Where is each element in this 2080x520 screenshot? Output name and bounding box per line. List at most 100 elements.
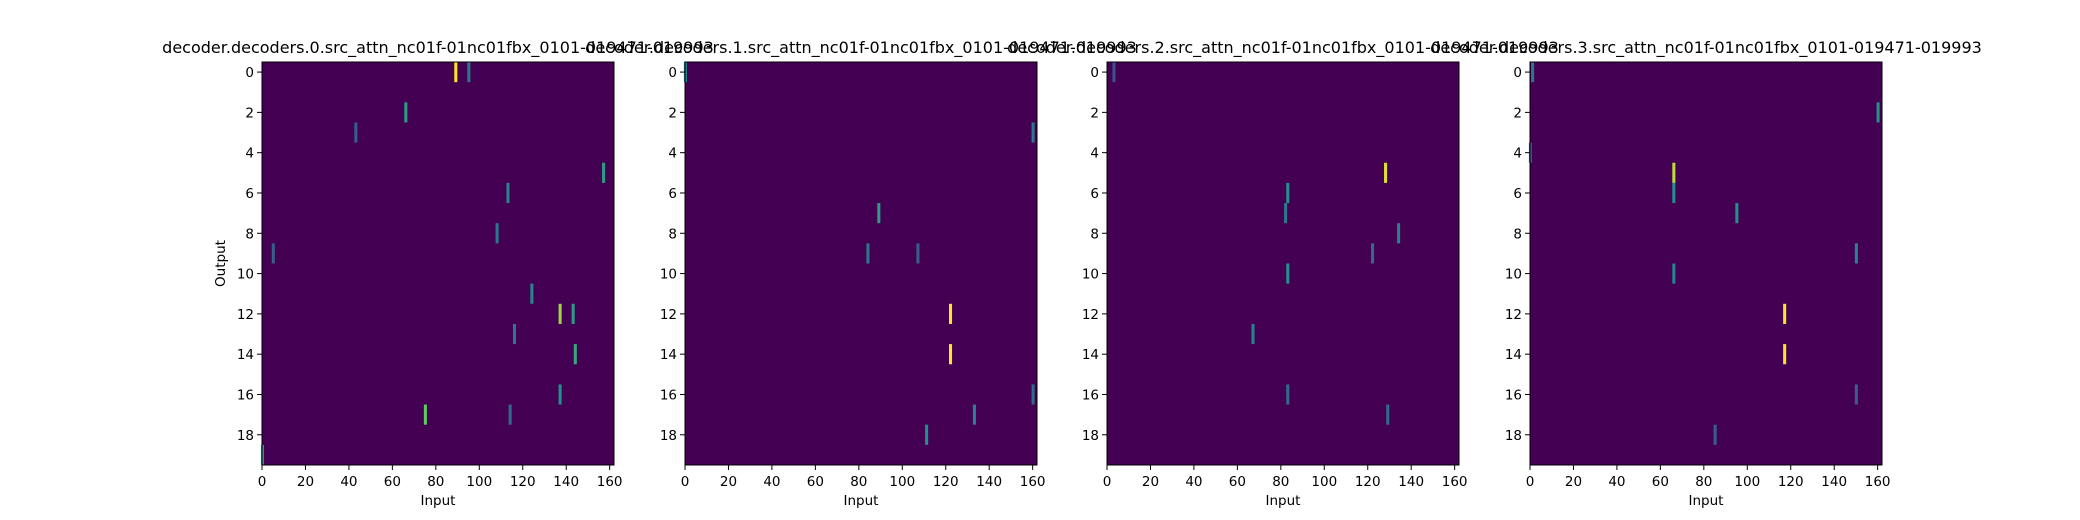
heatmap-cell: [1251, 323, 1255, 345]
heatmap-cell: [1286, 263, 1290, 284]
heatmap-cell: [602, 162, 606, 183]
y-tick-label: 10: [237, 267, 254, 283]
y-tick-label: 14: [1082, 347, 1099, 363]
y-tick-label: 8: [1090, 226, 1099, 242]
y-tick-label: 16: [660, 387, 677, 403]
x-tick-label: 40: [1185, 474, 1202, 490]
heatmap-background: [685, 62, 1037, 465]
heatmap-cell: [1854, 384, 1858, 405]
heatmap-cell: [1672, 182, 1676, 204]
heatmap-cell: [1371, 243, 1375, 264]
x-tick-label: 140: [553, 474, 579, 490]
y-tick-label: 2: [245, 105, 254, 121]
y-tick-label: 10: [1082, 267, 1099, 283]
heatmap-cell: [1031, 122, 1035, 143]
heatmap-cell: [508, 404, 512, 425]
y-tick-label: 0: [245, 65, 254, 81]
y-tick-label: 2: [1090, 105, 1099, 121]
x-tick-label: 80: [1272, 474, 1289, 490]
x-tick-label: 60: [807, 474, 824, 490]
x-tick-label: 100: [1311, 474, 1337, 490]
heatmap-cell: [1397, 223, 1401, 244]
heatmap-cell: [972, 404, 976, 425]
y-tick-label: 12: [1082, 307, 1099, 323]
x-tick-label: 160: [1442, 474, 1468, 490]
heatmap-cell: [512, 323, 516, 345]
x-tick-label: 100: [1734, 474, 1760, 490]
x-tick-label: 20: [1565, 474, 1582, 490]
heatmap-background: [262, 62, 614, 465]
x-tick-label: 120: [1355, 474, 1381, 490]
x-tick-label: 100: [889, 474, 915, 490]
x-axis-label: Input: [1266, 493, 1301, 509]
heatmap-cell: [571, 303, 575, 324]
y-tick-label: 18: [237, 428, 254, 444]
x-tick-label: 160: [1865, 474, 1891, 490]
y-tick-label: 0: [1513, 65, 1522, 81]
axes-frame: [684, 61, 1038, 466]
heatmap-cell: [1672, 162, 1676, 183]
x-tick-label: 160: [597, 474, 623, 490]
heatmap-cell: [558, 384, 562, 405]
x-tick-label: 140: [1398, 474, 1424, 490]
y-tick-label: 4: [1513, 146, 1522, 162]
y-tick-label: 18: [1505, 428, 1522, 444]
heatmap-background: [1107, 62, 1459, 465]
heatmap-panel-1: 0 20 40 60 80 100 120 140 160024681012141618Inpu…: [162, 38, 714, 509]
axes-frame: [1106, 61, 1460, 466]
y-tick-label: 10: [1505, 267, 1522, 283]
heatmap-cell: [1735, 203, 1739, 224]
y-tick-label: 16: [237, 387, 254, 403]
y-tick-label: 2: [668, 105, 677, 121]
y-tick-label: 12: [237, 307, 254, 323]
y-tick-label: 4: [668, 146, 677, 162]
heatmap-background: [1530, 62, 1882, 465]
heatmap-cell: [354, 122, 358, 143]
x-tick-label: 140: [976, 474, 1002, 490]
heatmap-panel-2: 0 20 40 60 80 100 120 140 160024681012141618Inpu…: [585, 38, 1137, 509]
y-tick-label: 6: [1513, 186, 1522, 202]
heatmap-cell: [1031, 384, 1035, 405]
x-tick-label: 20: [720, 474, 737, 490]
x-tick-label: 120: [1778, 474, 1804, 490]
heatmap-cell: [916, 243, 920, 264]
heatmap-cell: [423, 404, 427, 425]
panel-title: decoder.decoders.1.src_attn_nc01f-01nc01…: [585, 38, 1137, 58]
x-tick-label: 80: [1695, 474, 1712, 490]
heatmap-cell: [866, 243, 870, 264]
heatmap-cell: [1286, 182, 1290, 204]
heatmap-cell: [495, 223, 499, 244]
x-tick-label: 20: [297, 474, 314, 490]
y-tick-label: 8: [245, 226, 254, 242]
y-tick-label: 4: [245, 146, 254, 162]
y-tick-label: 0: [668, 65, 677, 81]
x-tick-label: 60: [1652, 474, 1669, 490]
heatmap-cell: [404, 102, 408, 123]
x-tick-label: 40: [1608, 474, 1625, 490]
axes-frame: [1529, 61, 1883, 466]
x-tick-label: 100: [466, 474, 492, 490]
heatmap-cell: [1286, 384, 1290, 405]
y-tick-label: 2: [1513, 105, 1522, 121]
x-tick-label: 0: [681, 474, 690, 490]
y-tick-label: 14: [237, 347, 254, 363]
heatmap-cell: [1284, 203, 1288, 224]
heatmap-cell: [454, 62, 458, 83]
y-tick-label: 6: [245, 186, 254, 202]
x-tick-label: 40: [763, 474, 780, 490]
heatmap-cell: [1713, 424, 1717, 445]
heatmap-panel-4: 0 20 40 60 80 100 120 140 160 0 2 4 6 8 10 12 14 16 18 Inpu…: [1430, 38, 1982, 509]
heatmap-cell: [573, 344, 577, 365]
x-tick-label: 80: [427, 474, 444, 490]
heatmap-cell: [506, 182, 510, 204]
x-tick-label: 0: [258, 474, 267, 490]
panel-title: decoder.decoders.0.src_attn_nc01f-01nc01…: [162, 38, 714, 58]
heatmap-cell: [530, 283, 534, 304]
heatmap-cell: [558, 303, 562, 324]
heatmap-cell: [1876, 102, 1880, 123]
y-tick-label: 14: [1505, 347, 1522, 363]
heatmap-cell: [1386, 404, 1390, 425]
x-tick-label: 0: [1103, 474, 1112, 490]
y-tick-label: 6: [668, 186, 677, 202]
